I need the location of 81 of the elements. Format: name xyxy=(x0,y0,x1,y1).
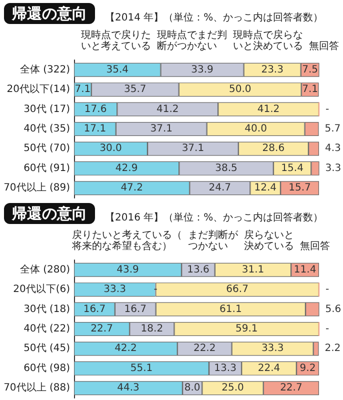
data-label: 47.2 xyxy=(120,182,143,194)
chart-title: 帰還の意向 xyxy=(11,204,87,222)
data-label: 4.3 xyxy=(325,143,341,154)
data-label: 22.7 xyxy=(280,382,302,394)
data-label: 55.1 xyxy=(130,362,153,374)
data-label: 30.0 xyxy=(100,143,122,154)
series-label: 戻りたいと考えている（将来的な希望も含む） xyxy=(70,229,182,252)
data-label: 31.1 xyxy=(242,264,264,276)
data-label: 66.7 xyxy=(226,284,248,296)
data-label: 2.2 xyxy=(324,343,341,354)
data-label: 50.0 xyxy=(228,84,252,96)
data-label: - xyxy=(326,324,330,334)
data-label: 43.9 xyxy=(116,264,139,276)
data-label: 5.7 xyxy=(324,124,341,134)
data-label: 41.2 xyxy=(257,104,280,115)
series-label: 無回答 xyxy=(300,240,330,252)
data-label: 12.4 xyxy=(254,182,276,194)
y-tick-label: 40代 (22) xyxy=(24,324,70,334)
data-label: - xyxy=(326,104,330,115)
y-tick-label: 50代 (70) xyxy=(24,143,70,154)
data-label: 22.4 xyxy=(258,362,280,374)
data-label: 5.6 xyxy=(325,304,342,315)
data-label: - xyxy=(326,284,330,296)
data-label: 18.2 xyxy=(140,324,164,334)
chart-subtitle: 【2016 年】（単位：%、かっこ内は回答者数） xyxy=(105,212,324,224)
y-tick-label: 全体 (280) xyxy=(20,263,70,276)
data-label: 41.2 xyxy=(156,104,179,115)
data-label: 7.1 xyxy=(74,84,91,96)
data-label: 44.3 xyxy=(117,382,140,394)
y-tick-label: 60代 (91) xyxy=(24,162,70,174)
data-label: 38.5 xyxy=(215,162,238,174)
series-label: 現時点で戻りたいと考えている xyxy=(81,29,151,52)
data-label: 13.6 xyxy=(187,264,210,276)
data-label: 15.7 xyxy=(288,182,311,194)
data-label: 24.7 xyxy=(208,182,232,194)
data-label: 22.2 xyxy=(193,343,216,354)
data-label: 23.3 xyxy=(261,64,284,76)
data-label: 7.5 xyxy=(302,64,318,76)
series-label: 現時点で戻らないと決めている xyxy=(233,29,303,52)
data-label: 42.9 xyxy=(115,162,138,174)
series-label: 無回答 xyxy=(309,40,339,52)
data-label: 16.7 xyxy=(124,304,147,315)
y-tick-label: 30代 (18) xyxy=(24,304,70,315)
data-label: 37.1 xyxy=(150,124,172,134)
series-label: 現時点でまだ判断がつかない xyxy=(157,29,227,52)
data-label: 42.2 xyxy=(114,343,137,354)
y-tick-label: 40代 (35) xyxy=(24,124,70,134)
series-label: 戻らないと決めている xyxy=(244,229,294,252)
y-tick-label: 70代以上 (88) xyxy=(4,382,70,394)
series-label: まだ判断がつかない xyxy=(188,229,239,252)
data-label: 35.7 xyxy=(124,84,146,96)
chart-title: 帰還の意向 xyxy=(11,4,87,22)
data-label: 11.4 xyxy=(294,264,316,276)
data-label: 33.3 xyxy=(104,284,126,296)
data-label: 22.7 xyxy=(90,324,113,334)
chart-subtitle: 【2014 年】（単位：%、かっこ内は回答者数） xyxy=(105,12,324,24)
y-tick-label: 50代 (45) xyxy=(24,343,70,354)
data-label: 17.6 xyxy=(84,104,107,115)
data-label: 35.4 xyxy=(106,64,128,76)
data-label: 7.1 xyxy=(302,84,318,96)
data-label: 16.7 xyxy=(83,304,106,315)
data-label: 59.1 xyxy=(235,324,258,334)
data-label: 28.6 xyxy=(262,143,285,154)
data-label: 3.3 xyxy=(325,162,342,174)
data-label: 33.3 xyxy=(261,343,284,354)
y-tick-label: 20代以下(14) xyxy=(6,83,70,96)
data-label: 40.0 xyxy=(244,124,267,134)
data-label: 9.2 xyxy=(300,362,316,374)
data-label: 33.9 xyxy=(191,64,214,76)
y-tick-label: 30代 (17) xyxy=(24,104,70,115)
y-tick-label: 全体 (322) xyxy=(20,63,70,76)
data-label: 37.1 xyxy=(182,143,204,154)
y-tick-label: 70代以上 (89) xyxy=(4,182,70,194)
data-label: 15.4 xyxy=(281,162,304,174)
y-tick-label: 60代 (98) xyxy=(24,362,70,374)
y-tick-label: 20代以下(6) xyxy=(13,283,70,296)
data-label: 13.3 xyxy=(214,362,236,374)
data-label: 17.1 xyxy=(84,124,106,134)
data-label: 8.0 xyxy=(184,382,200,394)
data-label: 25.0 xyxy=(222,382,244,394)
data-label: 61.1 xyxy=(220,304,242,315)
